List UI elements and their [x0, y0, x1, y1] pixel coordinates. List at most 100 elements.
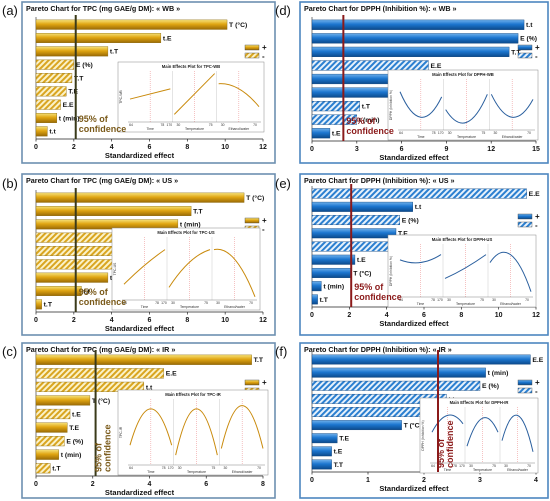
- bar: [311, 201, 414, 212]
- inset-effect-curve: [444, 254, 487, 279]
- bar: [311, 294, 318, 305]
- bar: [311, 33, 519, 44]
- inset-main-effects-plot: Main Effects Plot for DPPH-IR DPPH (Inhib…: [419, 397, 539, 474]
- bar: [311, 215, 400, 226]
- inset-x-tick-label: 170: [459, 464, 465, 468]
- bar: [311, 19, 525, 30]
- bar-label: t.T: [320, 297, 329, 304]
- inset-x-tick-label: 30: [176, 123, 180, 127]
- confidence-label: confidence: [354, 292, 402, 302]
- inset-x-label: Temperature: [180, 305, 199, 309]
- inset-effect-curve: [445, 94, 488, 124]
- legend-swatch-negative: [517, 387, 533, 394]
- bar: [35, 59, 75, 70]
- legend-swatch-positive: [517, 213, 533, 220]
- bar: [35, 449, 59, 460]
- inset-x-tick-label: 30: [448, 131, 452, 135]
- bar: [311, 46, 510, 57]
- x-tick-label: 0: [310, 146, 314, 153]
- bar-label: t.E: [334, 449, 343, 456]
- confidence-label: confidence: [346, 126, 394, 136]
- panel-e: (e) Pareto Chart for DPPH (Inhibition %):…: [275, 173, 549, 336]
- x-tick-label: 2: [72, 144, 76, 151]
- inset-effect-curve: [129, 408, 173, 446]
- legend-label-positive: +: [262, 216, 267, 225]
- bar: [35, 112, 58, 123]
- bar-label: t.t: [526, 22, 533, 29]
- inset-main-effects-plot: Main Effects Plot for TPC-WB TPC-WB Time Te…: [117, 61, 265, 133]
- inset-x-tick-label: 70: [257, 466, 261, 470]
- bar-label: t.T: [44, 302, 53, 309]
- inset-frame: [387, 69, 539, 141]
- chart-title: Pareto Chart for DPPH (Inhibition %): « …: [304, 176, 455, 185]
- inset-x-tick-label: 78: [155, 301, 159, 305]
- inset-x-tick-label: 64: [123, 301, 127, 305]
- panel-label: (a): [2, 3, 18, 18]
- bar: [311, 380, 481, 391]
- inset-x-tick-label: 30: [216, 301, 220, 305]
- x-tick-label: 4: [110, 317, 114, 324]
- x-axis-label: Standardized effect: [379, 319, 449, 328]
- x-tick-label: 10: [495, 312, 503, 319]
- inset-x-tick-label: 170: [168, 466, 174, 470]
- bar-label: t (min): [59, 115, 80, 122]
- panel-label: (f): [275, 344, 287, 359]
- inset-x-label: Ethanol/water: [224, 305, 246, 309]
- bar: [311, 128, 331, 139]
- x-tick-label: 9: [444, 146, 448, 153]
- legend-swatch-negative: [517, 52, 533, 59]
- confidence-label: confidence: [445, 420, 455, 468]
- x-tick-label: 0: [310, 477, 314, 484]
- bar: [311, 60, 429, 71]
- legend-swatch-positive: [244, 44, 260, 51]
- inset-x-tick-label: 30: [178, 466, 182, 470]
- x-tick-label: 6: [422, 312, 426, 319]
- bar: [35, 205, 192, 216]
- inset-effect-curve: [431, 414, 464, 433]
- confidence-label: confidence: [103, 424, 113, 472]
- bar: [311, 433, 338, 444]
- inset-y-label: DPPH (Inhibition %): [421, 420, 425, 450]
- confidence-label: 95% of: [436, 438, 446, 468]
- bar-label: t.t: [83, 288, 90, 295]
- inset-effect-curve: [175, 408, 218, 456]
- confidence-label: confidence: [79, 297, 127, 307]
- inset-x-tick-label: 70: [525, 298, 529, 302]
- bar: [311, 267, 352, 278]
- inset-frame: [419, 397, 539, 474]
- chart-title: Pareto Chart for TPC (mg GAE/g DM): « WB…: [26, 4, 180, 13]
- inset-x-tick-label: 75: [492, 464, 496, 468]
- bar: [35, 272, 109, 283]
- x-tick-label: 2: [422, 477, 426, 484]
- inset-x-label: Temperature: [456, 302, 475, 306]
- legend-label-negative: -: [262, 225, 265, 234]
- inset-x-tick-label: 170: [437, 298, 443, 302]
- x-tick-label: 6: [148, 144, 152, 151]
- bar-label: t (min): [323, 284, 344, 291]
- bar-label: E.E: [532, 357, 543, 364]
- bar-label: t.E: [357, 257, 366, 264]
- x-tick-label: 0: [34, 317, 38, 324]
- bar: [35, 286, 82, 297]
- panel-f: (f) Pareto Chart for DPPH (Inhibition %):…: [275, 342, 549, 499]
- bar-label: T (°C): [229, 21, 247, 29]
- legend-swatch-negative: [244, 52, 260, 59]
- x-tick-label: 15: [532, 146, 540, 153]
- bar-label: T.E: [398, 231, 408, 238]
- x-tick-label: 6: [148, 317, 152, 324]
- x-tick-label: 2: [72, 317, 76, 324]
- panel-d: (d) Pareto Chart for DPPH (Inhibition %):…: [275, 1, 549, 164]
- inset-effect-curve: [399, 91, 443, 118]
- bar-label: T.E: [69, 425, 79, 432]
- bar-label: T (°C): [246, 194, 264, 202]
- bar: [35, 192, 245, 203]
- inset-frame: [111, 227, 261, 311]
- inset-x-label: Temperature: [187, 470, 206, 474]
- inset-frame: [117, 389, 269, 476]
- chart-title: Pareto Chart for DPPH (Inhibition %): « …: [304, 4, 457, 13]
- inset-x-label: Ethanol/water: [502, 135, 524, 139]
- inset-title: Main Effects Plot for TPC-IR: [165, 392, 221, 397]
- inset-effect-curve: [399, 254, 442, 264]
- bar: [311, 254, 356, 265]
- bar: [311, 228, 397, 239]
